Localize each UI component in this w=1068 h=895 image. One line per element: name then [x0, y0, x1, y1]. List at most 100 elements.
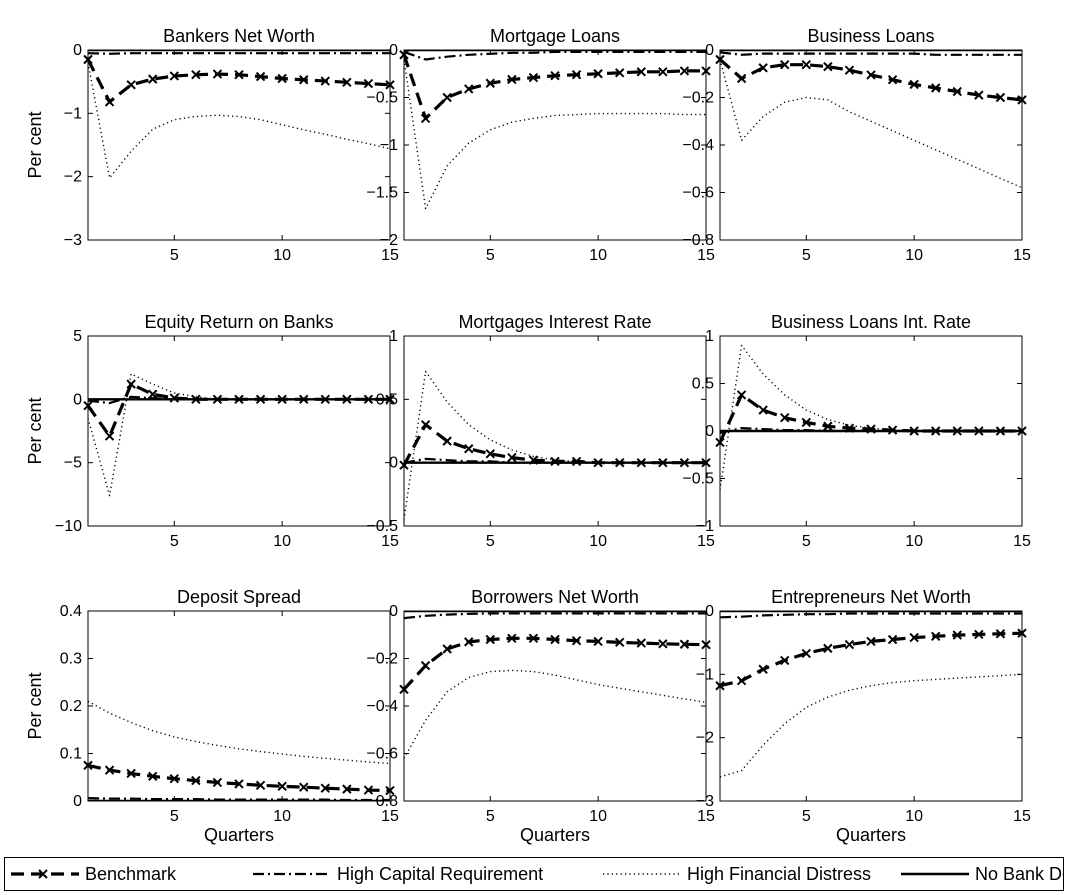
- data-point-marker: [550, 70, 560, 81]
- plot-area: [88, 50, 390, 179]
- data-point-marker: [255, 780, 266, 791]
- data-point-marker: [234, 69, 244, 80]
- series-line-high-capital-requirement: [720, 612, 1022, 619]
- data-point-marker: [342, 77, 352, 88]
- series-line-high-financial-distress: [88, 700, 390, 765]
- y-tick-label: −1: [64, 105, 82, 122]
- x-tick-label: 10: [905, 247, 923, 264]
- x-tick-label: 10: [273, 808, 291, 825]
- x-tick-label: 5: [486, 247, 495, 264]
- x-tick-label: 15: [1013, 808, 1031, 825]
- legend-label: High Financial Distress: [687, 864, 871, 884]
- data-point-marker: [191, 394, 201, 405]
- x-axis-label: Quarters: [836, 825, 906, 845]
- data-point-marker: [234, 394, 244, 405]
- y-axis-label: Per cent: [25, 111, 45, 178]
- data-point-marker: [148, 771, 158, 782]
- data-point-marker: [277, 781, 287, 791]
- data-point-marker: [679, 457, 690, 468]
- data-point-marker: [169, 773, 179, 784]
- x-tick-label: 5: [486, 808, 495, 825]
- data-point-marker: [485, 78, 495, 88]
- data-point-marker: [593, 69, 603, 79]
- data-point-marker: [83, 400, 93, 411]
- y-tick-label: 0.4: [60, 603, 82, 620]
- y-tick-label: 0.3: [60, 651, 82, 668]
- data-point-marker: [715, 681, 725, 691]
- data-point-marker: [823, 421, 833, 431]
- data-point-marker: [593, 457, 603, 468]
- panel-title: Business Loans Int. Rate: [771, 312, 971, 332]
- y-tick-label: −0.2: [366, 651, 398, 668]
- y-tick-label: 0.2: [60, 698, 82, 715]
- y-tick-label: −0.2: [682, 90, 714, 107]
- data-point-marker: [169, 71, 179, 81]
- series-line-high-financial-distress: [404, 669, 706, 759]
- data-point-marker: [191, 69, 201, 80]
- legend-entry-high-financial-distress: High Financial Distress: [603, 864, 871, 884]
- series-line-high-financial-distress: [720, 344, 1022, 491]
- axes-frame: [403, 49, 707, 241]
- x-tick-label: 5: [170, 247, 179, 264]
- data-point-marker: [658, 457, 668, 468]
- y-tick-label: −1: [696, 666, 714, 683]
- data-point-marker: [528, 633, 539, 644]
- series-line-benchmark: [720, 393, 1022, 444]
- data-point-marker: [126, 379, 136, 389]
- y-tick-label: −0.8: [682, 232, 714, 249]
- data-point-marker: [658, 639, 668, 649]
- data-point-marker: [234, 779, 244, 789]
- x-tick-label: 10: [905, 808, 923, 825]
- data-point-marker: [212, 394, 223, 405]
- y-tick-label: 1: [705, 328, 714, 345]
- x-tick-label: 5: [170, 533, 179, 550]
- data-point-marker: [844, 423, 855, 433]
- data-point-marker: [801, 648, 811, 659]
- data-point-marker: [952, 86, 962, 97]
- data-point-marker: [464, 637, 474, 647]
- data-point-marker: [758, 63, 768, 73]
- data-point-marker: [148, 74, 158, 84]
- y-tick-label: −1: [380, 137, 398, 154]
- plot-area: [404, 611, 706, 759]
- data-point-marker: [615, 457, 625, 468]
- data-point-marker: [528, 455, 539, 465]
- series-line-high-capital-requirement: [720, 51, 1022, 56]
- x-tick-label: 15: [697, 808, 715, 825]
- x-tick-label: 5: [802, 533, 811, 550]
- plot-area: [720, 611, 1022, 778]
- y-tick-label: 5: [73, 328, 82, 345]
- data-point-marker: [636, 457, 646, 468]
- data-point-marker: [974, 629, 984, 640]
- data-point-marker: [823, 61, 833, 72]
- panel-title: Deposit Spread: [177, 587, 301, 607]
- data-point-marker: [701, 66, 711, 76]
- data-point-marker: [420, 419, 431, 430]
- data-point-marker: [615, 637, 625, 648]
- data-point-marker: [83, 760, 93, 771]
- x-tick-label: 10: [273, 533, 291, 550]
- x-tick-label: 15: [1013, 247, 1031, 264]
- series-line-benchmark: [88, 382, 390, 438]
- panel-title: Entrepreneurs Net Worth: [771, 587, 971, 607]
- data-point-marker: [866, 636, 876, 647]
- series-line-benchmark: [404, 54, 706, 121]
- data-point-marker: [363, 785, 374, 795]
- data-point-marker: [758, 664, 768, 674]
- panel-title: Mortgage Loans: [490, 26, 620, 46]
- data-point-marker: [909, 79, 919, 90]
- panel-title: Mortgages Interest Rate: [458, 312, 651, 332]
- x-tick-label: 10: [589, 247, 607, 264]
- data-point-marker: [844, 639, 855, 650]
- plot-area: [404, 370, 706, 520]
- y-tick-label: −1.5: [366, 185, 398, 202]
- data-point-marker: [320, 783, 330, 793]
- axes-frame: [719, 49, 1023, 241]
- series-line-high-financial-distress: [720, 59, 1022, 189]
- data-point-marker: [420, 113, 431, 124]
- data-point-marker: [104, 431, 115, 441]
- data-point-marker: [701, 640, 711, 650]
- data-point-marker: [1017, 95, 1027, 105]
- data-point-marker: [995, 92, 1006, 103]
